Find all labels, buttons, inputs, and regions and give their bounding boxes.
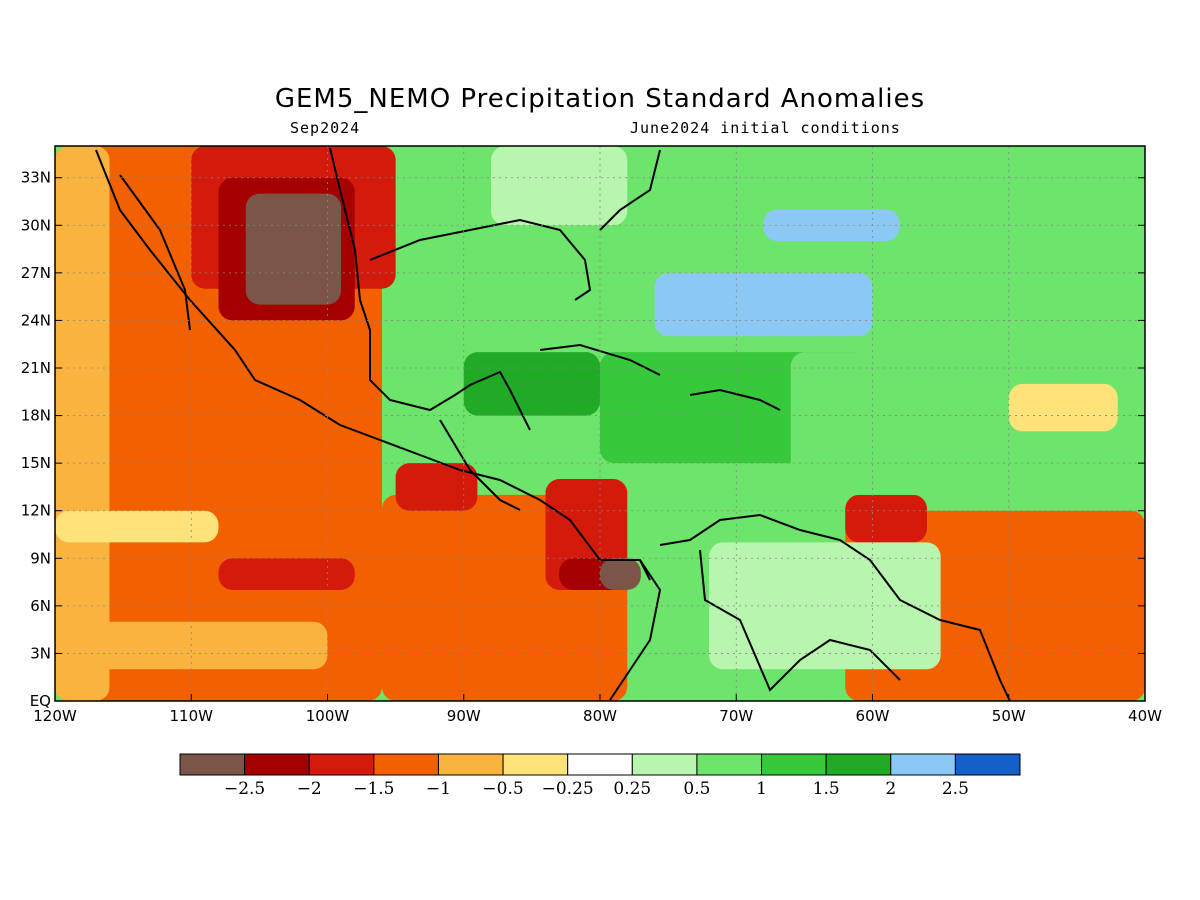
anomaly-field xyxy=(55,146,1145,701)
colorbar-label: 1.5 xyxy=(813,779,840,799)
colorbar-swatch xyxy=(437,753,504,776)
anomaly-region xyxy=(55,510,219,543)
colorbar-swatch xyxy=(890,753,956,776)
anomaly-region xyxy=(218,558,355,590)
anomaly-region xyxy=(1008,383,1118,432)
lon-tick-label: 80W xyxy=(583,707,617,725)
colorbar-label: −1 xyxy=(426,779,451,799)
lat-tick-label: 9N xyxy=(30,549,51,567)
anomaly-region xyxy=(491,146,628,226)
lat-tick-label: EQ xyxy=(30,692,51,710)
lon-tick-label: 40W xyxy=(1128,707,1162,725)
subtitle-left: Sep2024 xyxy=(290,119,361,137)
colorbar-label: −0.5 xyxy=(482,779,523,799)
lat-tick-label: 6N xyxy=(30,597,51,615)
lat-tick-label: 3N xyxy=(30,644,51,662)
lat-tick-label: 12N xyxy=(21,502,51,520)
colorbar-swatch xyxy=(308,753,375,776)
lat-tick-label: 15N xyxy=(21,454,51,472)
lon-tick-label: 90W xyxy=(447,707,481,725)
colorbar-label: 1 xyxy=(756,779,767,799)
colorbar-label: 0.25 xyxy=(613,779,651,799)
colorbar-swatch xyxy=(954,753,1021,776)
subtitle-right: June2024 initial conditions xyxy=(630,119,901,137)
colorbar-swatch xyxy=(373,753,439,776)
colorbar-swatch xyxy=(761,753,827,776)
lon-tick-label: 60W xyxy=(856,707,890,725)
anomaly-region xyxy=(763,209,900,242)
colorbar-swatch xyxy=(567,753,633,776)
anomaly-region xyxy=(600,558,641,590)
colorbar-label: 0.5 xyxy=(683,779,710,799)
anomaly-region xyxy=(654,272,873,337)
colorbar-label: −2.5 xyxy=(224,779,265,799)
coastlines xyxy=(95,147,1011,701)
colorbar-swatch xyxy=(696,753,763,776)
colorbar-swatch xyxy=(179,753,246,776)
colorbar-swatch xyxy=(825,753,892,776)
colorbar-label: −1.5 xyxy=(353,779,394,799)
colorbar: −2.5 −2 −1.5 −1 −0.5 −0.25 0.25 0.5 1 1.5 2 2.5 xyxy=(179,753,1021,799)
graticule xyxy=(55,146,1145,701)
lat-tick-label: 33N xyxy=(21,169,51,187)
lon-tick-label: 110W xyxy=(170,707,214,725)
colorbar-swatch xyxy=(631,753,698,776)
colorbar-swatch xyxy=(502,753,569,776)
lon-tick-label: 70W xyxy=(719,707,753,725)
lat-tick-label: 30N xyxy=(21,216,51,234)
anomaly-region xyxy=(463,352,600,416)
lon-tick-label: 100W xyxy=(306,707,350,725)
lat-tick-label: 21N xyxy=(21,359,51,377)
lon-tick-label: 120W xyxy=(33,707,77,725)
colorbar-label: 2.5 xyxy=(942,779,969,799)
colorbar-label: 2 xyxy=(885,779,896,799)
colorbar-label: −0.25 xyxy=(542,779,594,799)
lon-tick-label: 50W xyxy=(992,707,1026,725)
anomaly-region xyxy=(845,494,927,543)
anomaly-region xyxy=(55,146,110,701)
anomaly-region xyxy=(245,193,342,305)
lat-tick-label: 27N xyxy=(21,264,51,282)
map-title: GEM5_NEMO Precipitation Standard Anomali… xyxy=(274,84,926,114)
anomaly-region xyxy=(395,463,478,511)
colorbar-swatch xyxy=(244,753,310,776)
lat-tick-label: 18N xyxy=(21,407,51,425)
colorbar-label: −2 xyxy=(297,779,322,799)
lat-tick-label: 24N xyxy=(21,311,51,329)
